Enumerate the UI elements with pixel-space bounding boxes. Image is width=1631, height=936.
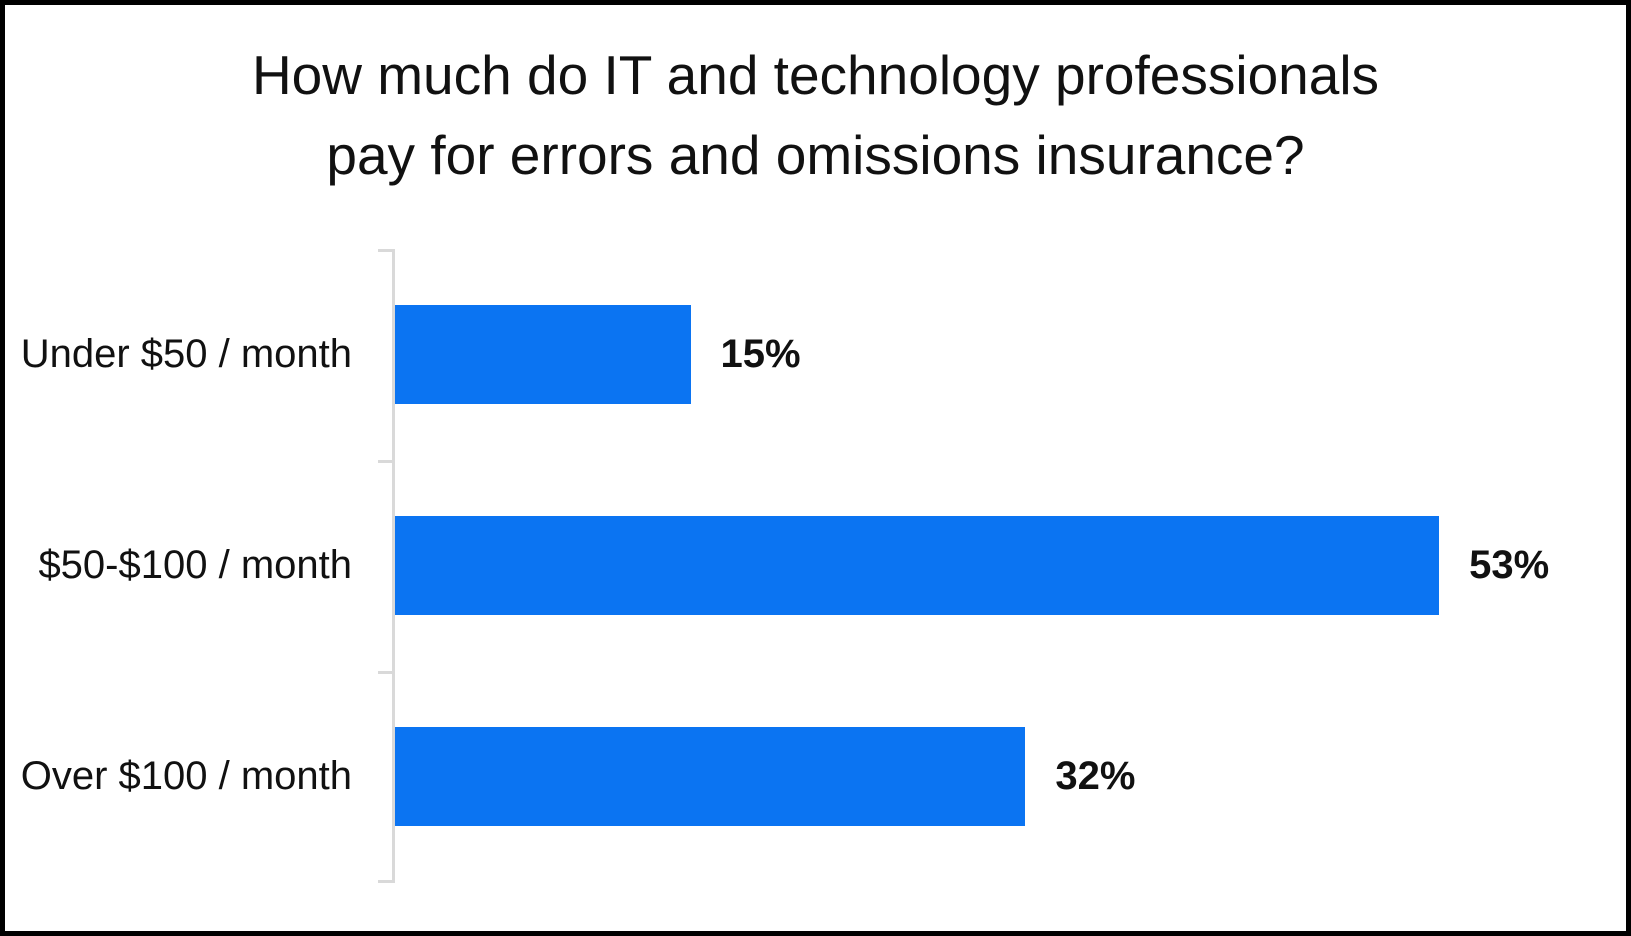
category-label-over-100: Over $100 / month bbox=[20, 754, 352, 798]
axis-tick bbox=[378, 460, 395, 463]
category-label-under-50: Under $50 / month bbox=[20, 332, 352, 376]
data-label-under-50: 15% bbox=[720, 332, 801, 376]
chart-title-line-1: How much do IT and technology profession… bbox=[251, 44, 1380, 106]
axis-tick bbox=[378, 671, 395, 674]
bar-row: 32% bbox=[395, 671, 1577, 882]
chart-title-line-2: pay for errors and omissions insurance? bbox=[326, 124, 1305, 186]
chart-title: How much do IT and technology profession… bbox=[5, 35, 1626, 195]
axis-tick bbox=[378, 880, 395, 883]
data-label-50-100: 53% bbox=[1469, 543, 1550, 587]
bar-over-100 bbox=[395, 727, 1026, 826]
category-label-50-100: $50-$100 / month bbox=[38, 543, 352, 587]
bar-row: 53% bbox=[395, 460, 1577, 671]
category-axis-line bbox=[392, 249, 395, 883]
bar-50-100 bbox=[395, 516, 1440, 615]
data-label-over-100: 32% bbox=[1055, 754, 1136, 798]
bar-under-50 bbox=[395, 305, 691, 404]
axis-tick bbox=[378, 249, 395, 252]
bar-row: 15% bbox=[395, 249, 1577, 460]
